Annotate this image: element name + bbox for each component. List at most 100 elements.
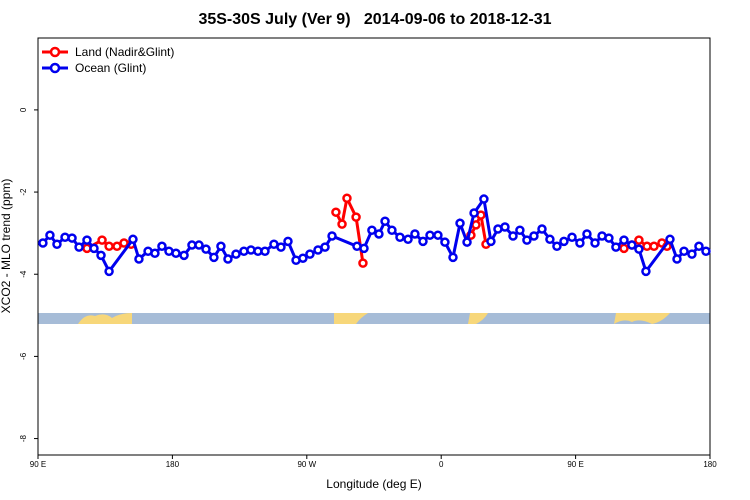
data-point	[619, 235, 629, 245]
legend-marker	[49, 46, 61, 58]
y-tick-label: -8	[19, 434, 28, 442]
data-point	[337, 219, 347, 229]
data-point	[694, 241, 704, 252]
data-point	[351, 212, 361, 222]
data-point	[486, 236, 496, 247]
data-point	[665, 234, 675, 245]
data-point	[157, 241, 167, 252]
x-tick-label: 90 E	[30, 460, 46, 469]
x-tick-label: 180	[703, 460, 717, 469]
data-point	[590, 238, 600, 248]
y-tick-label: 0	[19, 107, 28, 112]
data-point	[97, 235, 107, 245]
data-point	[367, 225, 377, 236]
y-tick-label: -4	[19, 270, 28, 278]
data-point	[687, 249, 697, 259]
data-point	[150, 248, 160, 259]
data-point	[380, 216, 390, 226]
data-point	[38, 238, 48, 248]
data-point	[627, 240, 637, 250]
data-point	[194, 240, 204, 250]
data-point	[545, 234, 555, 245]
data-point	[403, 234, 413, 245]
data-point	[201, 244, 211, 254]
data-point	[515, 225, 525, 236]
legend-label: Land (Nadir&Glint)	[75, 45, 174, 59]
y-tick-label: -2	[19, 188, 28, 196]
data-point	[440, 237, 450, 247]
x-tick-label: 90 W	[297, 460, 316, 469]
data-point	[52, 239, 62, 249]
data-point	[604, 233, 614, 243]
data-point	[358, 258, 368, 268]
data-point	[89, 243, 99, 254]
data-point	[96, 250, 106, 261]
y-axis-label: XCO2 - MLO trend (ppm)	[0, 179, 13, 314]
y-tick-label: -6	[19, 352, 28, 360]
data-point	[298, 253, 308, 263]
data-point	[74, 242, 84, 252]
data-point	[582, 229, 592, 239]
data-point	[508, 231, 518, 241]
data-point	[448, 252, 458, 263]
data-point	[276, 242, 286, 252]
plot-frame	[37, 37, 711, 456]
data-point	[567, 232, 577, 243]
data-point	[112, 241, 122, 252]
data-point	[134, 254, 144, 264]
x-tick-label: 180	[166, 460, 180, 469]
data-point	[575, 238, 585, 248]
data-point	[410, 229, 420, 239]
data-point	[469, 208, 479, 218]
data-point	[327, 231, 337, 241]
data-point	[522, 235, 532, 245]
data-point	[425, 230, 435, 240]
data-point	[649, 241, 659, 252]
data-point	[305, 249, 315, 259]
data-point	[82, 235, 92, 245]
x-tick-label: 90 E	[567, 460, 583, 469]
data-point	[231, 249, 241, 259]
data-point	[260, 246, 270, 256]
data-point	[374, 229, 384, 239]
data-point	[45, 230, 55, 240]
data-point	[331, 207, 341, 217]
legend-label: Ocean (Glint)	[75, 61, 146, 75]
data-point	[320, 242, 330, 252]
map-strip	[38, 313, 710, 324]
data-point	[611, 242, 621, 252]
chart-title: 35S-30S July (Ver 9) 2014-09-06 to 2018-…	[198, 11, 551, 28]
data-point	[359, 243, 369, 254]
data-point	[529, 231, 539, 241]
data-point	[619, 243, 629, 254]
data-point	[283, 236, 293, 247]
data-point	[479, 194, 489, 204]
data-point	[395, 232, 405, 243]
data-point	[634, 244, 644, 254]
data-point	[209, 252, 219, 263]
data-point	[679, 246, 689, 256]
data-point	[179, 250, 189, 261]
data-point	[418, 236, 428, 247]
data-point	[455, 218, 465, 229]
x-tick-label: 0	[439, 460, 444, 469]
data-point	[672, 254, 682, 264]
data-point	[552, 241, 562, 252]
data-point	[701, 246, 711, 256]
data-point	[128, 234, 138, 245]
data-point	[500, 222, 510, 232]
data-point	[67, 233, 77, 243]
data-point	[433, 230, 443, 240]
data-point	[216, 241, 226, 252]
data-point	[104, 266, 114, 277]
data-point	[641, 266, 651, 277]
data-point	[387, 225, 397, 236]
data-point	[462, 237, 472, 247]
data-point	[634, 235, 644, 245]
data-point	[537, 224, 547, 234]
data-point	[104, 241, 114, 252]
data-point	[171, 248, 181, 259]
data-point	[559, 236, 569, 247]
legend-marker	[49, 62, 61, 74]
